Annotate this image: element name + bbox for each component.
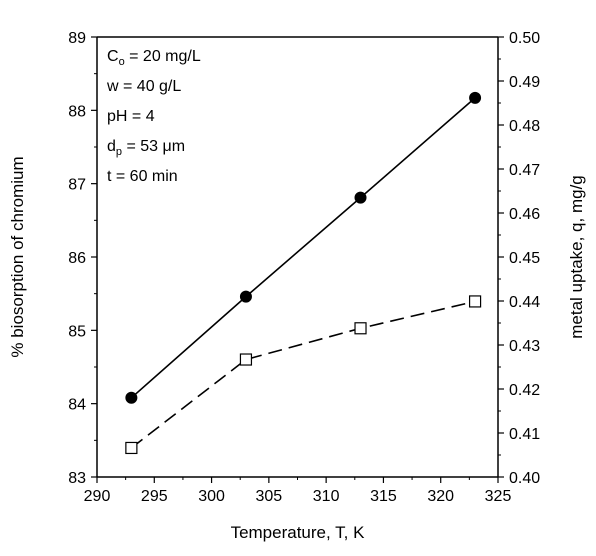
y-left-tick-label: 84 bbox=[68, 397, 86, 414]
series-1-line bbox=[130, 97, 476, 399]
annotation-line: w = 40 g/L bbox=[106, 78, 181, 95]
y-axis-right-title: metal uptake, q, mg/g bbox=[567, 175, 586, 338]
annotation-line: Co = 20 mg/L bbox=[107, 48, 201, 68]
y-left-tick-label: 86 bbox=[68, 250, 86, 267]
y-left-tick-label: 85 bbox=[68, 323, 86, 340]
annotations: Co = 20 mg/L w = 40 g/L pH = 4 dp = 53 μm t … bbox=[106, 48, 201, 185]
y-left-tick-label: 83 bbox=[68, 470, 86, 487]
series-1-point bbox=[354, 191, 367, 204]
x-axis-title: Temperature, T, K bbox=[231, 523, 366, 542]
y-axis-left-title: % biosorption of chromium bbox=[8, 156, 27, 357]
x-tick-label: 300 bbox=[198, 488, 225, 505]
x-tick-label: 295 bbox=[141, 488, 168, 505]
x-tick-label: 290 bbox=[84, 488, 111, 505]
series-2-point bbox=[468, 295, 482, 308]
markers bbox=[125, 91, 482, 455]
series-2-point bbox=[354, 322, 367, 335]
x-tick-label: 305 bbox=[256, 488, 283, 505]
y-right-tick-label: 0.43 bbox=[509, 338, 540, 355]
x-tick-label: 325 bbox=[485, 488, 512, 505]
y-right-tick-label: 0.41 bbox=[509, 426, 540, 443]
y-right-tick-label: 0.48 bbox=[509, 118, 540, 135]
y-left-tick-label: 87 bbox=[68, 177, 86, 194]
x-tick-label: 310 bbox=[313, 488, 340, 505]
y-right-tick-label: 0.40 bbox=[509, 470, 540, 487]
x-tick-label: 315 bbox=[370, 488, 397, 505]
series-lines bbox=[130, 97, 476, 449]
ticks: 290 295 300 305 310 315 320 325 83 84 85 86 87 88 89 0.… bbox=[68, 30, 540, 505]
y-right-tick-label: 0.42 bbox=[509, 382, 540, 399]
series-2-line bbox=[130, 300, 476, 449]
series-1-point bbox=[239, 290, 252, 303]
y-right-tick-label: 0.49 bbox=[509, 74, 540, 91]
x-tick-label: 320 bbox=[427, 488, 454, 505]
annotation-line: pH = 4 bbox=[107, 108, 155, 125]
y-right-tick-label: 0.46 bbox=[509, 206, 540, 223]
y-left-tick-label: 89 bbox=[68, 30, 86, 47]
y-right-tick-label: 0.47 bbox=[509, 162, 540, 179]
series-1-point bbox=[125, 391, 138, 404]
y-right-tick-label: 0.50 bbox=[509, 30, 540, 47]
y-left-tick-label: 88 bbox=[68, 103, 86, 120]
annotation-line: dp = 53 μm bbox=[107, 138, 185, 158]
y-right-tick-label: 0.44 bbox=[509, 294, 540, 311]
series-1-point bbox=[469, 91, 482, 104]
series-2-point bbox=[125, 441, 138, 455]
axes bbox=[96, 36, 499, 478]
y-right-tick-label: 0.45 bbox=[509, 250, 540, 267]
series-2-point bbox=[239, 353, 253, 366]
annotation-line: t = 60 min bbox=[107, 168, 178, 185]
